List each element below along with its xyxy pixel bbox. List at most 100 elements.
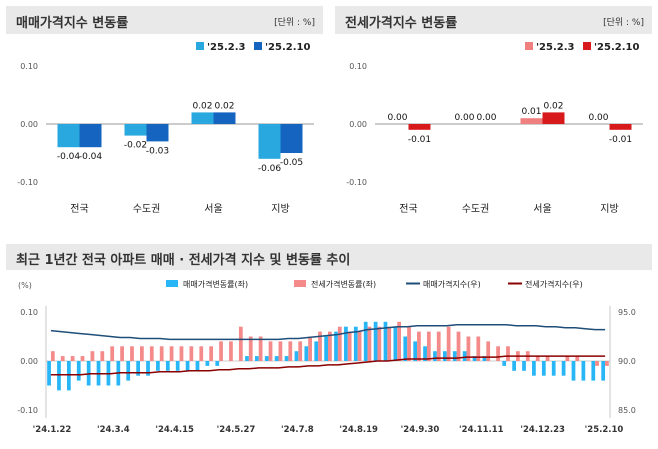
bar xyxy=(542,112,565,124)
data-label: 0.02 xyxy=(192,101,212,111)
y-right-tick-label: 85.0 xyxy=(618,406,636,415)
bar xyxy=(426,331,431,361)
bar xyxy=(298,341,303,361)
category-label: 전국 xyxy=(399,203,417,215)
y-left-unit: (%) xyxy=(18,281,32,290)
jeonse-change-bar-chart: '25.2.3 '25.2.10 0.10 0.00 -0.10 전국 0.00 -0.01 수… xyxy=(346,42,643,215)
bar xyxy=(324,336,328,361)
data-label: -0.04 xyxy=(57,152,81,162)
trend-combo-chart: 매매가격변동률(좌) 전세가격변동률(좌) 매매가격지수(우) 전세가격지수(우) (%… xyxy=(17,279,636,435)
bar xyxy=(535,356,540,361)
legend-swatch xyxy=(583,42,591,50)
bar xyxy=(165,361,170,371)
series-line xyxy=(50,355,606,376)
x-tick-label: '25.2.10 xyxy=(585,425,624,435)
bar xyxy=(520,118,543,124)
bar xyxy=(595,361,599,366)
bar xyxy=(328,331,332,361)
bar xyxy=(377,326,382,361)
bar xyxy=(209,346,214,361)
panel-sale-change: 매매가격지수 변동률 [단위 : %] '25.2.3 '25.2.10 0.10 0… xyxy=(6,6,323,236)
bar xyxy=(215,361,220,366)
bar xyxy=(575,356,580,361)
bar xyxy=(308,336,312,361)
legend-label: '25.2.3 xyxy=(207,42,246,53)
bar xyxy=(258,336,263,361)
data-label: 0.00 xyxy=(387,113,407,123)
bar xyxy=(551,361,556,376)
bar xyxy=(472,356,477,361)
unit-label: [단위 : %] xyxy=(603,18,644,28)
bar xyxy=(561,361,566,376)
bar xyxy=(353,326,358,361)
category-label: 수도권 xyxy=(462,203,490,215)
data-label: -0.01 xyxy=(609,135,632,145)
bar xyxy=(140,346,144,361)
data-label: -0.02 xyxy=(124,141,147,151)
bar xyxy=(274,356,279,361)
legend-label: '25.2.3 xyxy=(536,42,575,53)
y-tick-label: 0.00 xyxy=(349,120,367,129)
category-label: 서울 xyxy=(204,203,222,215)
bar xyxy=(185,361,190,371)
bar xyxy=(462,351,467,361)
data-label: -0.05 xyxy=(280,158,303,168)
bar xyxy=(387,326,392,361)
bar xyxy=(70,356,75,361)
bar xyxy=(408,124,431,130)
bar xyxy=(248,336,253,361)
bar xyxy=(502,361,507,366)
bar xyxy=(110,346,115,361)
bar xyxy=(268,341,273,361)
bar xyxy=(373,321,378,361)
bar xyxy=(436,331,441,361)
y-left-tick-label: -0.10 xyxy=(17,406,38,415)
bar xyxy=(189,346,194,361)
legend-label: 전세가격지수(우) xyxy=(525,279,583,289)
bar xyxy=(79,124,102,148)
bar xyxy=(199,346,204,361)
bar xyxy=(195,361,200,371)
y-left-tick-label: 0.10 xyxy=(20,308,38,317)
bar xyxy=(278,341,283,361)
legend-label: 매매가격지수(우) xyxy=(423,279,481,289)
bar xyxy=(532,361,536,376)
legend-label: '25.2.10 xyxy=(265,42,310,53)
data-label: -0.06 xyxy=(258,164,282,174)
category-label: 지방 xyxy=(271,203,289,215)
bar xyxy=(496,346,500,361)
bar xyxy=(159,346,164,361)
bar xyxy=(367,326,372,361)
bar xyxy=(90,351,95,361)
x-tick-label: '24.11.11 xyxy=(459,425,504,435)
y-left-tick-label: 0.00 xyxy=(20,357,38,366)
bar xyxy=(413,341,418,361)
bar xyxy=(304,346,309,361)
bar xyxy=(100,351,105,361)
bar xyxy=(601,361,606,381)
bar xyxy=(506,346,510,361)
bar xyxy=(205,361,210,366)
bar xyxy=(149,346,154,361)
bar xyxy=(258,124,281,159)
bar xyxy=(175,361,180,371)
bar xyxy=(146,361,150,376)
bar xyxy=(318,331,322,361)
bar xyxy=(363,321,368,361)
bar xyxy=(466,336,471,361)
y-right-tick-label: 95.0 xyxy=(618,308,636,317)
bar xyxy=(581,361,586,381)
x-tick-label: '24.1.22 xyxy=(33,425,72,435)
bar xyxy=(57,124,80,148)
data-label: 0.01 xyxy=(521,107,541,117)
bar xyxy=(130,346,134,361)
bar xyxy=(393,326,398,361)
unit-label: [단위 : %] xyxy=(274,18,315,28)
y-tick-label: -0.10 xyxy=(17,178,38,187)
bar xyxy=(57,361,61,391)
x-tick-label: '24.4.15 xyxy=(155,425,194,435)
bar xyxy=(264,356,269,361)
bar xyxy=(397,321,402,361)
x-tick-label: '24.8.19 xyxy=(339,425,378,435)
chart-title: 매매가격지수 변동률 xyxy=(16,16,129,31)
